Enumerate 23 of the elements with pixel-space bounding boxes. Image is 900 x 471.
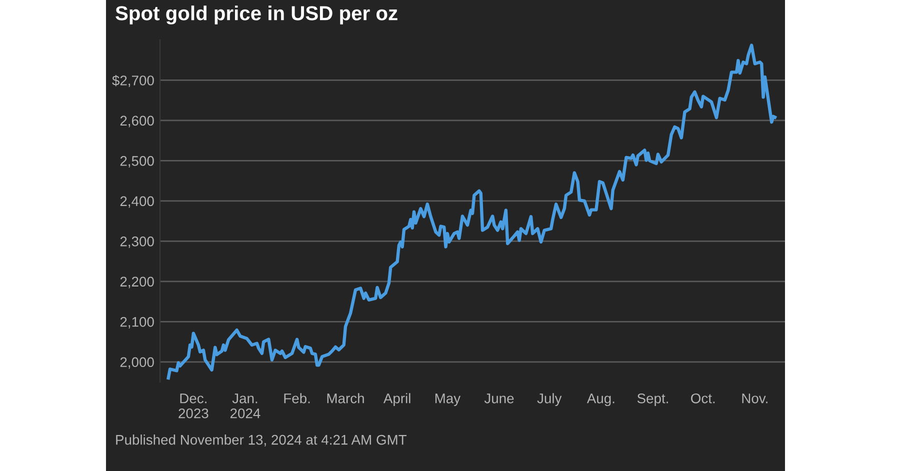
line-series — [166, 44, 777, 380]
y-tick-label: 2,300 — [120, 236, 154, 248]
y-tick-label: 2,600 — [120, 116, 154, 128]
y-tick-label: 2,100 — [120, 316, 154, 328]
x-tick-label: Dec. 2023 — [178, 394, 208, 418]
y-tick-label: 2,200 — [120, 276, 154, 288]
x-tick-label: April — [383, 393, 410, 406]
y-tick-label: $2,700 — [112, 74, 154, 88]
x-tick-label: Oct. — [691, 393, 715, 404]
x-tick-label: Jan. 2024 — [230, 394, 260, 418]
x-tick-label: March — [327, 393, 364, 404]
x-tick-label: June — [484, 394, 514, 404]
x-tick-label: Feb. — [284, 393, 310, 404]
x-tick-label: Sept. — [637, 393, 668, 406]
y-tick-label: 2,400 — [120, 196, 154, 208]
text: Published November 13, 2024 at 4:21 AM GMT — [116, 434, 407, 446]
chart-title: Spot gold price in USD per oz — [116, 6, 398, 24]
y-tick-label: 2,000 — [120, 357, 154, 369]
x-tick-label: Nov. — [742, 394, 768, 404]
x-tick-label: Aug. — [586, 394, 614, 406]
x-tick-label: July — [537, 393, 562, 406]
y-tick-label: 2,500 — [120, 156, 154, 168]
x-tick-label: May — [435, 394, 461, 406]
